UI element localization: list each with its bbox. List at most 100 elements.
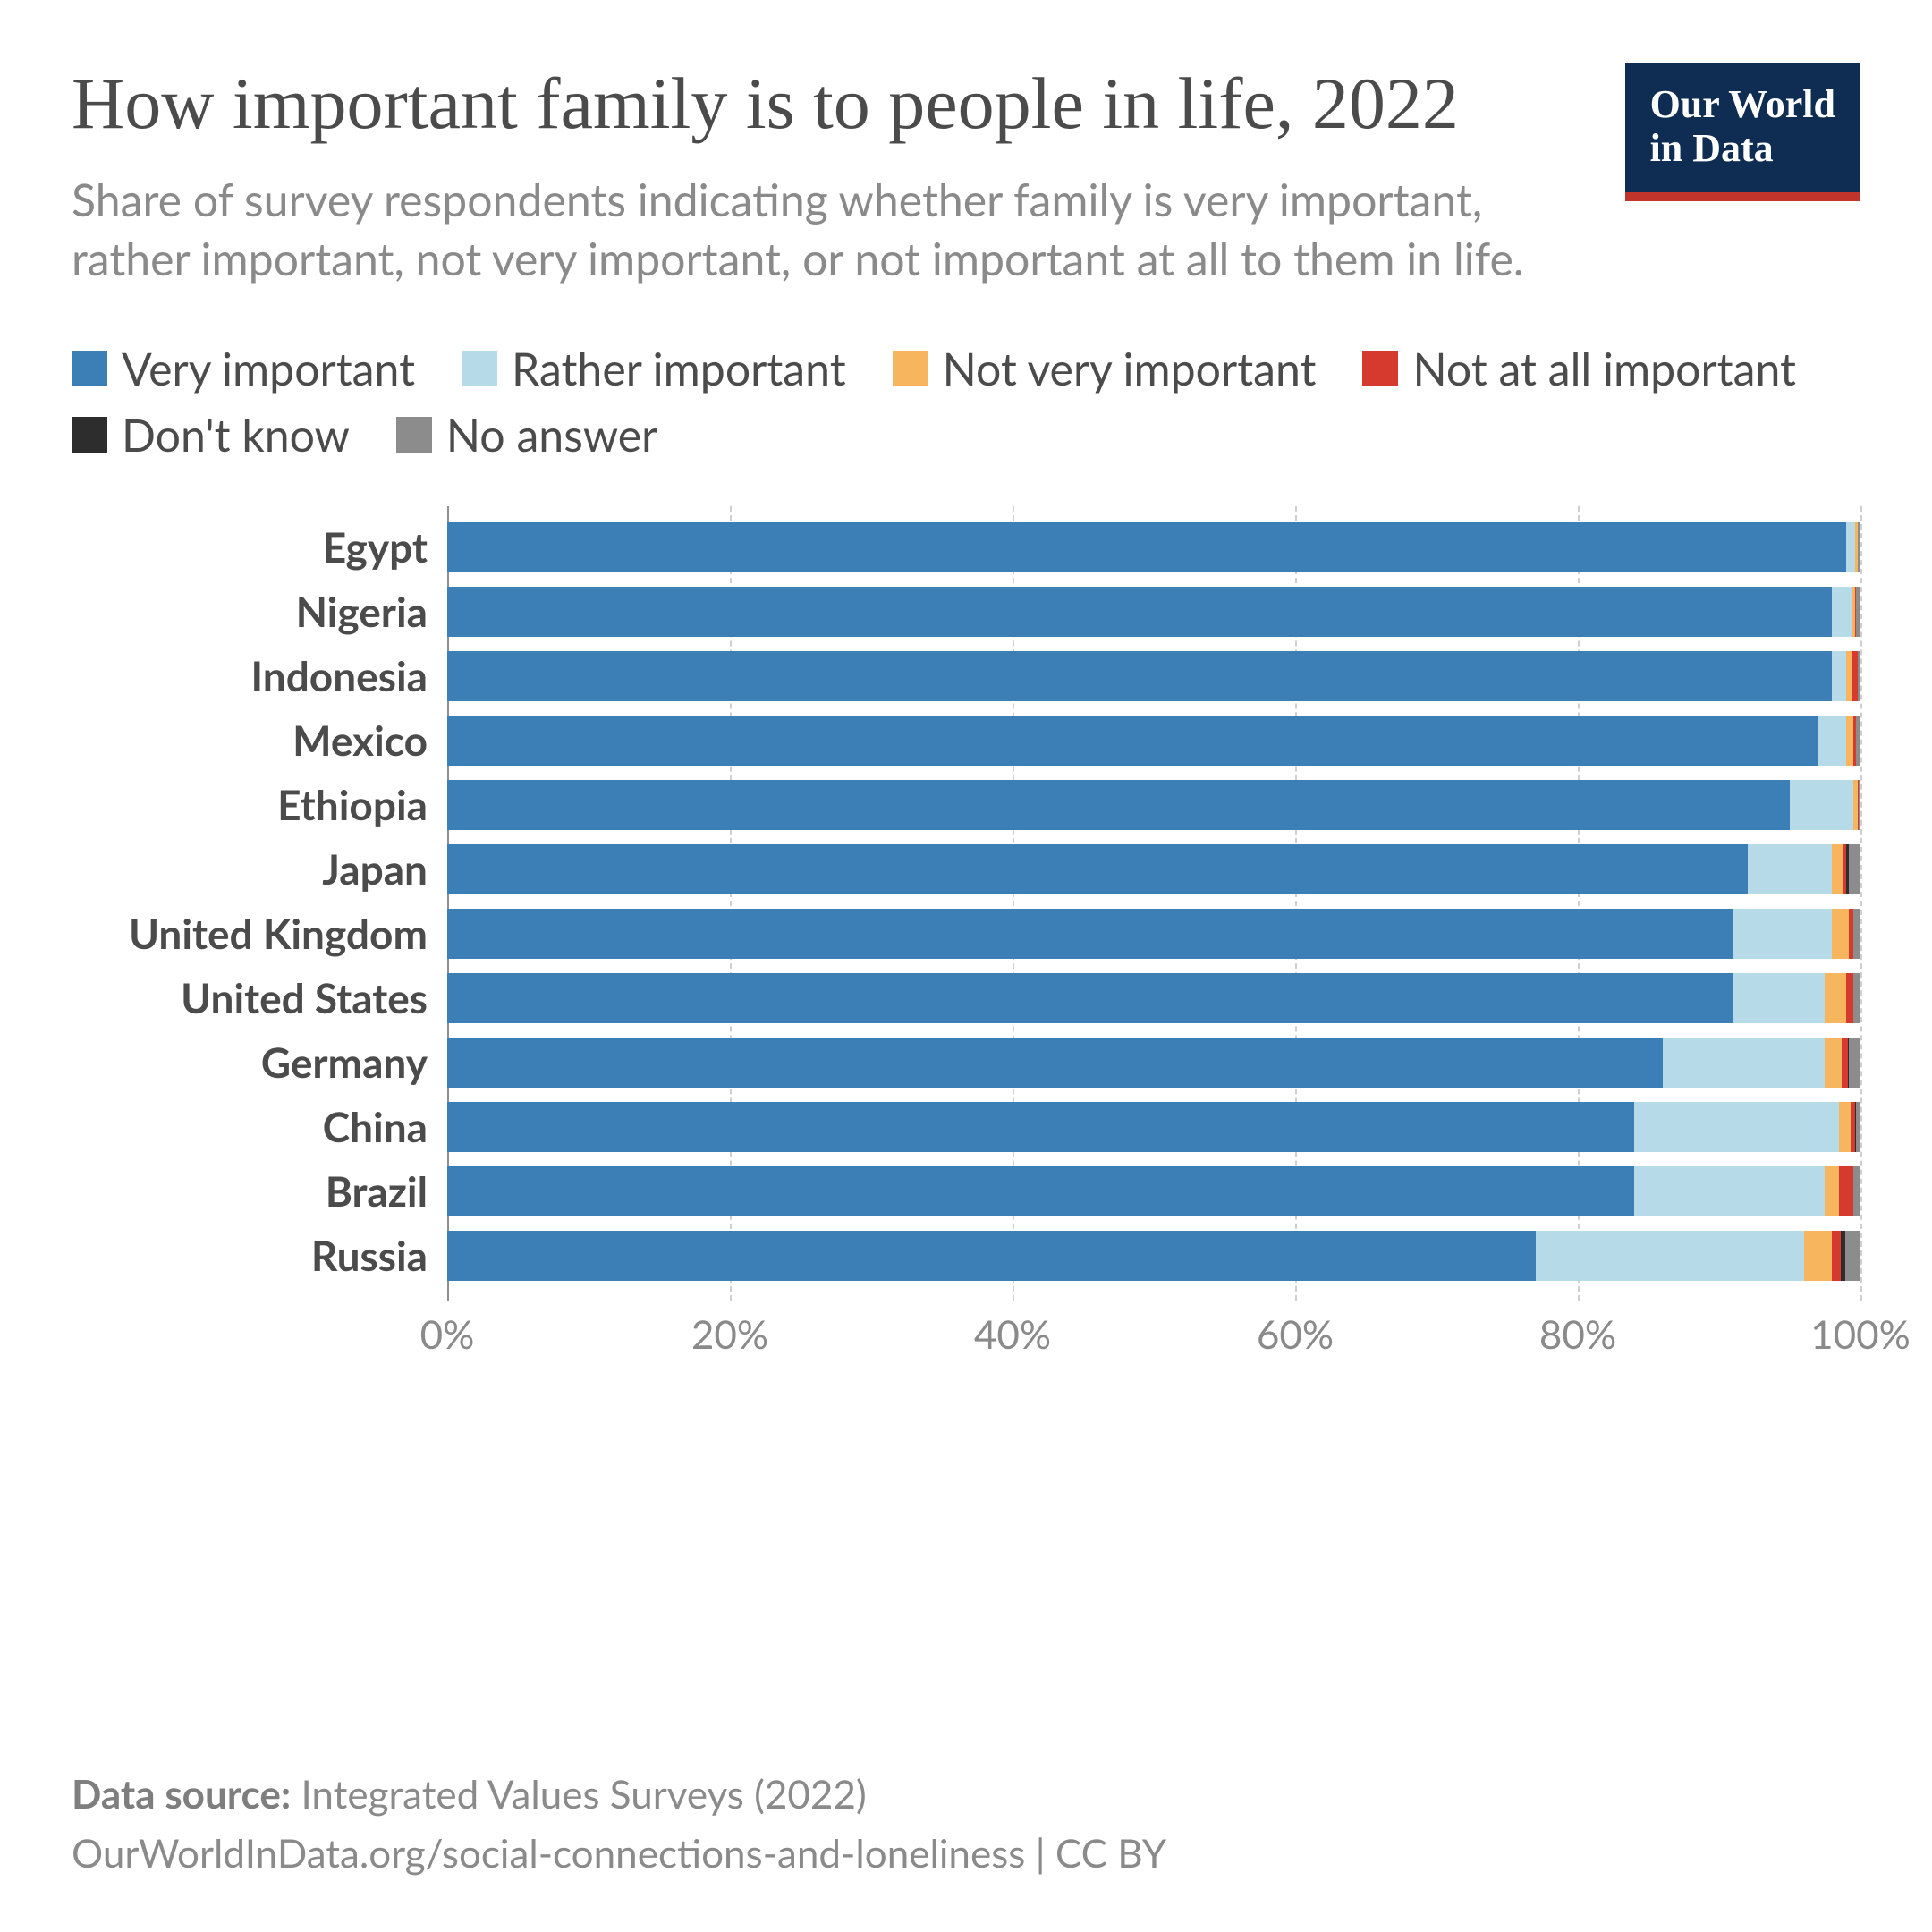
- row-bar: [447, 780, 1860, 830]
- bar-segment: [447, 522, 1846, 572]
- row-label: Germany: [72, 1038, 447, 1087]
- x-tick-label: 20%: [691, 1311, 768, 1358]
- bar-segment: [1853, 909, 1860, 959]
- row-bar: [447, 716, 1860, 766]
- row-label: United States: [72, 973, 447, 1022]
- row-bar: [447, 1102, 1860, 1152]
- chart-row: Ethiopia: [72, 773, 1860, 837]
- bar-segment: [1845, 1231, 1860, 1281]
- row-label: Indonesia: [72, 651, 447, 700]
- row-bar: [447, 651, 1860, 701]
- bar-segment: [1858, 522, 1860, 572]
- logo-line2: in Data: [1650, 126, 1774, 170]
- row-bar: [447, 522, 1860, 572]
- bar-segment: [1825, 973, 1846, 1023]
- legend: Very important Rather important Not very i…: [72, 342, 1860, 462]
- bar-segment: [1733, 973, 1826, 1023]
- row-label: Brazil: [72, 1166, 447, 1216]
- logo-line1: Our World: [1650, 82, 1835, 126]
- bar-segment: [1825, 1038, 1842, 1088]
- bar-segment: [447, 1038, 1663, 1088]
- stacked-bar-chart: Egypt Nigeria Indonesia Mexico Ethiopia Japan…: [72, 515, 1860, 1365]
- x-axis: 0%20%40%60%80%100%: [72, 1302, 1860, 1365]
- bar-segment: [1839, 1102, 1851, 1152]
- x-tick-label: 80%: [1539, 1311, 1616, 1358]
- row-bar: [447, 1231, 1860, 1281]
- row-label: Ethiopia: [72, 780, 447, 829]
- bar-segment: [1748, 844, 1833, 894]
- bar-segment: [1858, 651, 1860, 701]
- row-label: China: [72, 1102, 447, 1151]
- legend-item: Very important: [72, 342, 415, 395]
- bar-segment: [1856, 716, 1860, 766]
- bar-segment: [1818, 716, 1847, 766]
- bar-segment: [447, 1102, 1634, 1152]
- gridline: [1860, 506, 1862, 1301]
- row-bar: [447, 587, 1860, 637]
- row-bar: [447, 1038, 1860, 1088]
- bar-segment: [1853, 973, 1860, 1023]
- row-bar: [447, 844, 1860, 894]
- credit-line: OurWorldInData.org/social-connections-an…: [72, 1824, 1860, 1883]
- chart-row: Mexico: [72, 708, 1860, 773]
- axis-spacer: [72, 1302, 447, 1365]
- chart-row: United Kingdom: [72, 902, 1860, 966]
- row-bar: [447, 1166, 1860, 1216]
- chart-row: Germany: [72, 1030, 1860, 1095]
- bar-segment: [1846, 522, 1854, 572]
- bar-segment: [1536, 1231, 1804, 1281]
- legend-swatch: [72, 351, 107, 386]
- bar-segment: [1733, 909, 1833, 959]
- legend-swatch: [72, 417, 107, 453]
- x-tick-label: 60%: [1257, 1311, 1334, 1358]
- legend-item: Not very important: [893, 342, 1317, 395]
- bar-segment: [447, 1166, 1634, 1216]
- bar-segment: [1832, 1231, 1840, 1281]
- row-bar: [447, 909, 1860, 959]
- bar-segment: [1832, 651, 1846, 701]
- bar-segment: [447, 1231, 1536, 1281]
- chart-row: Brazil: [72, 1159, 1860, 1224]
- chart-title: How important family is to people in lif…: [72, 63, 1589, 145]
- bar-segment: [1832, 587, 1852, 637]
- bar-segment: [1849, 844, 1860, 894]
- chart-row: Russia: [72, 1224, 1860, 1288]
- chart-row: Nigeria: [72, 580, 1860, 644]
- chart-row: Egypt: [72, 515, 1860, 580]
- row-label: Japan: [72, 844, 447, 894]
- footer: Data source: Integrated Values Surveys (…: [72, 1765, 1860, 1883]
- legend-item: Rather important: [462, 342, 846, 395]
- legend-label: Not at all important: [1412, 342, 1795, 395]
- bar-segment: [447, 780, 1790, 830]
- bar-segment: [1825, 1166, 1839, 1216]
- legend-label: Very important: [122, 342, 415, 395]
- chart-row: United States: [72, 966, 1860, 1030]
- legend-item: Don't know: [72, 408, 350, 462]
- row-label: Mexico: [72, 716, 447, 765]
- bar-segment: [1849, 1038, 1860, 1088]
- legend-label: Don't know: [122, 408, 350, 462]
- bar-segment: [1853, 1166, 1860, 1216]
- bar-segment: [1634, 1102, 1839, 1152]
- chart-row: China: [72, 1095, 1860, 1159]
- legend-swatch: [396, 417, 432, 453]
- chart-row: Indonesia: [72, 644, 1860, 708]
- title-block: How important family is to people in lif…: [72, 63, 1589, 288]
- bar-segment: [1790, 780, 1853, 830]
- legend-label: No answer: [446, 408, 657, 462]
- legend-swatch: [462, 351, 497, 386]
- bar-segment: [1663, 1038, 1826, 1088]
- bar-segment: [447, 716, 1818, 766]
- bar-segment: [1846, 716, 1853, 766]
- legend-item: Not at all important: [1362, 342, 1795, 395]
- row-label: United Kingdom: [72, 909, 447, 958]
- bar-segment: [1832, 909, 1849, 959]
- bar-segment: [1846, 973, 1853, 1023]
- row-label: Nigeria: [72, 587, 447, 636]
- chart-rows: Egypt Nigeria Indonesia Mexico Ethiopia Japan…: [72, 515, 1860, 1288]
- chart-row: Japan: [72, 837, 1860, 902]
- header: How important family is to people in lif…: [72, 63, 1860, 288]
- bar-segment: [447, 587, 1832, 637]
- bar-segment: [1839, 1166, 1853, 1216]
- x-tick-label: 100%: [1810, 1311, 1911, 1358]
